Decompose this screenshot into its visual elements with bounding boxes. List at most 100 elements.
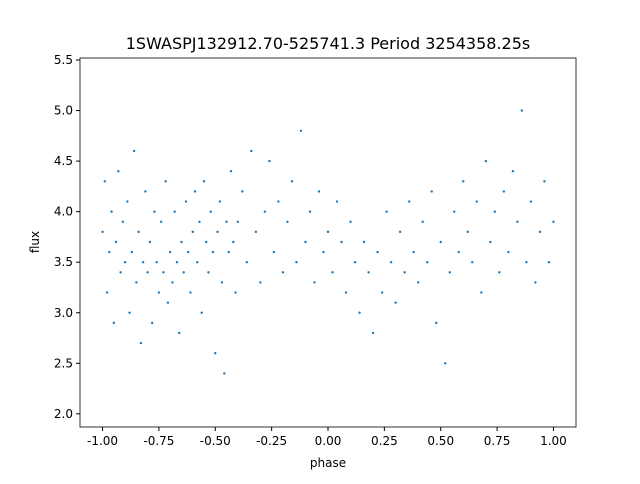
data-point <box>241 190 244 193</box>
y-tick-label: 5.5 <box>54 53 73 67</box>
x-tick-label: -0.75 <box>143 434 174 448</box>
data-point <box>295 261 298 264</box>
data-point <box>471 261 474 264</box>
data-point <box>103 180 107 183</box>
x-tick-label: -0.50 <box>200 434 231 448</box>
data-point <box>232 240 235 244</box>
data-point <box>198 220 201 223</box>
data-point <box>126 200 129 203</box>
data-point <box>493 210 497 213</box>
x-tick-label: 0.00 <box>315 434 342 448</box>
data-point <box>507 250 510 254</box>
y-tick-label: 4.5 <box>54 154 73 168</box>
data-point <box>162 271 165 274</box>
data-point <box>376 250 379 254</box>
data-point <box>552 220 555 223</box>
data-point <box>254 230 258 234</box>
data-point <box>189 291 192 294</box>
data-point <box>128 311 131 314</box>
data-point <box>105 291 109 294</box>
data-point <box>196 261 199 264</box>
x-tick-label: 0.50 <box>427 434 454 448</box>
data-point <box>331 271 334 274</box>
data-point <box>180 240 183 244</box>
data-point <box>114 240 118 244</box>
data-point <box>209 210 212 213</box>
data-point <box>534 281 537 284</box>
data-point <box>335 200 339 203</box>
data-point <box>137 230 140 234</box>
data-point <box>200 311 203 314</box>
data-point <box>444 362 447 365</box>
data-point <box>466 230 469 234</box>
data-point <box>214 352 217 355</box>
data-point <box>480 291 483 294</box>
data-point <box>193 190 197 193</box>
data-point <box>227 250 230 254</box>
data-point <box>457 250 460 254</box>
x-axis: -1.00 -0.75 -0.50 -0.25 0.00 0.25 0.50 0.75 1.00 <box>87 427 567 448</box>
data-point <box>135 281 138 284</box>
data-point <box>157 291 161 294</box>
chart-title: 1SWASPJ132912.70-525741.3 Period 3254358… <box>126 34 531 53</box>
data-point <box>322 250 325 254</box>
data-point <box>182 271 185 274</box>
x-tick-label: -1.00 <box>87 434 118 448</box>
data-point <box>139 341 143 345</box>
data-point <box>207 271 210 274</box>
data-point <box>547 261 551 264</box>
data-point <box>236 220 240 223</box>
data-point <box>119 271 122 274</box>
data-point <box>268 159 271 163</box>
data-point <box>272 250 276 254</box>
data-point <box>191 230 194 234</box>
data-point <box>202 180 206 183</box>
data-point <box>173 210 176 213</box>
data-point <box>407 200 411 203</box>
data-point <box>412 250 415 254</box>
data-point <box>110 210 113 213</box>
data-point <box>144 190 147 193</box>
data-point <box>263 210 267 213</box>
data-point <box>426 261 429 264</box>
data-point <box>448 271 451 274</box>
data-point <box>121 220 125 223</box>
points-layer <box>101 109 555 375</box>
y-tick-label: 2.0 <box>54 407 73 421</box>
data-point <box>538 230 542 234</box>
x-tick-label: 1.00 <box>540 434 567 448</box>
data-point <box>403 271 406 274</box>
data-point <box>313 281 316 284</box>
data-point <box>277 200 280 203</box>
data-point <box>326 230 330 234</box>
data-point <box>389 261 393 264</box>
data-point <box>511 170 515 173</box>
data-point <box>216 230 219 234</box>
data-point <box>290 180 294 183</box>
x-axis-label: phase <box>310 456 346 470</box>
data-point <box>155 261 158 264</box>
data-point <box>205 240 208 244</box>
data-point <box>259 281 262 284</box>
data-point <box>218 200 221 203</box>
data-point <box>184 200 188 203</box>
y-tick-label: 3.5 <box>54 255 73 269</box>
y-axis: 2.0 2.5 3.0 3.5 4.0 4.5 5.0 5.5 <box>54 53 80 421</box>
data-point <box>171 281 174 284</box>
data-point <box>344 291 348 294</box>
data-point <box>166 301 170 304</box>
data-point <box>529 200 533 203</box>
x-tick-label: 0.25 <box>371 434 398 448</box>
data-point <box>516 220 519 223</box>
data-point <box>367 271 370 274</box>
data-point <box>453 210 456 213</box>
data-point <box>117 170 120 173</box>
data-point <box>371 331 375 335</box>
data-point <box>281 271 285 274</box>
axes-frame <box>79 57 577 428</box>
data-point <box>308 210 312 213</box>
data-point <box>164 180 167 183</box>
data-point <box>175 261 179 264</box>
data-point <box>304 240 307 244</box>
